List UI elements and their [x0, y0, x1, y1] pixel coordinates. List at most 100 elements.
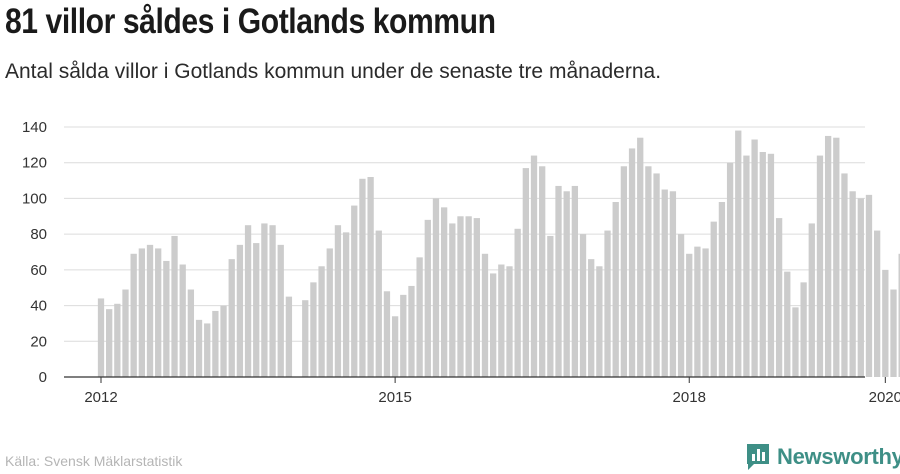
bar — [604, 230, 611, 377]
bar — [424, 219, 431, 377]
bar — [833, 137, 840, 377]
bar — [220, 305, 227, 377]
bar — [122, 289, 129, 377]
y-tick-label: 60 — [30, 262, 47, 279]
bar — [204, 323, 211, 377]
bar — [857, 198, 864, 377]
bar — [408, 285, 415, 377]
bar — [244, 225, 252, 377]
source-note: Källa: Svensk Mäklarstatistik — [5, 453, 183, 469]
bar — [784, 271, 791, 377]
bar — [465, 216, 472, 377]
bar — [106, 309, 113, 377]
bar — [686, 253, 693, 377]
bar — [890, 289, 897, 377]
bar — [563, 191, 570, 377]
bar — [726, 162, 734, 377]
chart-subtitle: Antal sålda villor i Gotlands kommun und… — [5, 60, 662, 83]
bar — [694, 246, 701, 377]
bars — [97, 130, 900, 377]
bar — [841, 173, 848, 377]
bar — [612, 202, 619, 377]
y-tick-label: 100 — [22, 190, 47, 207]
bar — [882, 269, 889, 377]
bar — [661, 189, 668, 377]
bar — [359, 178, 366, 377]
bar — [775, 218, 783, 377]
bar — [539, 166, 546, 377]
y-tick-label: 20 — [30, 333, 47, 350]
bar — [375, 230, 382, 377]
bar — [212, 310, 219, 377]
bar — [824, 135, 832, 377]
brand-logo: Newsworthy — [745, 442, 900, 472]
bar — [718, 202, 726, 377]
bar — [138, 248, 145, 377]
y-tick-label: 0 — [39, 369, 47, 386]
bar — [351, 205, 358, 377]
bar — [383, 291, 391, 377]
bar — [277, 244, 284, 377]
bar — [195, 319, 203, 377]
x-tick-label: 2012 — [84, 389, 117, 406]
bar — [677, 234, 685, 377]
bar — [628, 148, 636, 377]
bar — [555, 185, 562, 377]
bar — [318, 266, 325, 377]
bar — [620, 166, 628, 377]
y-axis-ticks: 0 20 40 60 80 100 120 140 — [22, 119, 47, 386]
x-tick-label: 2020 — [869, 389, 900, 406]
bar — [571, 185, 579, 377]
bar — [342, 232, 350, 377]
bar — [334, 225, 342, 377]
bar — [637, 137, 644, 377]
bar — [767, 153, 775, 377]
bar — [874, 230, 881, 377]
bar — [326, 248, 333, 377]
bar — [792, 307, 799, 377]
bar — [457, 216, 464, 377]
bar — [367, 177, 374, 377]
bar — [743, 155, 750, 377]
bar — [310, 282, 317, 377]
x-axis: 2012 2015 2018 2020 — [64, 376, 900, 406]
bar — [735, 130, 742, 377]
bar — [302, 300, 309, 377]
bar — [269, 225, 276, 377]
chart-title: 81 villor såldes i Gotlands kommun — [5, 2, 496, 41]
bar — [490, 273, 497, 377]
bar — [710, 221, 717, 377]
bar — [163, 260, 170, 377]
bar — [645, 166, 652, 377]
bar — [865, 194, 873, 377]
newsworthy-logo-icon — [747, 444, 769, 470]
bar — [400, 294, 407, 377]
y-tick-label: 140 — [22, 119, 47, 136]
bar — [702, 248, 709, 377]
brand-name: Newsworthy — [777, 444, 900, 469]
bar — [751, 139, 758, 377]
bar — [473, 218, 480, 377]
bar — [653, 173, 660, 377]
bar — [498, 264, 505, 377]
bar — [179, 264, 186, 377]
bar — [898, 253, 900, 377]
x-tick-label: 2018 — [673, 389, 706, 406]
bar — [530, 155, 538, 377]
bar — [130, 253, 137, 377]
y-tick-label: 120 — [22, 155, 47, 172]
x-tick-label: 2015 — [378, 389, 411, 406]
bar — [588, 259, 595, 377]
bar — [669, 191, 677, 377]
bar — [261, 223, 268, 377]
bar — [481, 253, 489, 377]
bar — [800, 282, 807, 377]
bar — [808, 223, 815, 377]
bar — [285, 296, 293, 377]
bar — [432, 198, 440, 377]
bar — [547, 235, 554, 377]
bar — [849, 191, 856, 377]
y-tick-label: 40 — [30, 298, 47, 315]
bar — [522, 168, 529, 377]
